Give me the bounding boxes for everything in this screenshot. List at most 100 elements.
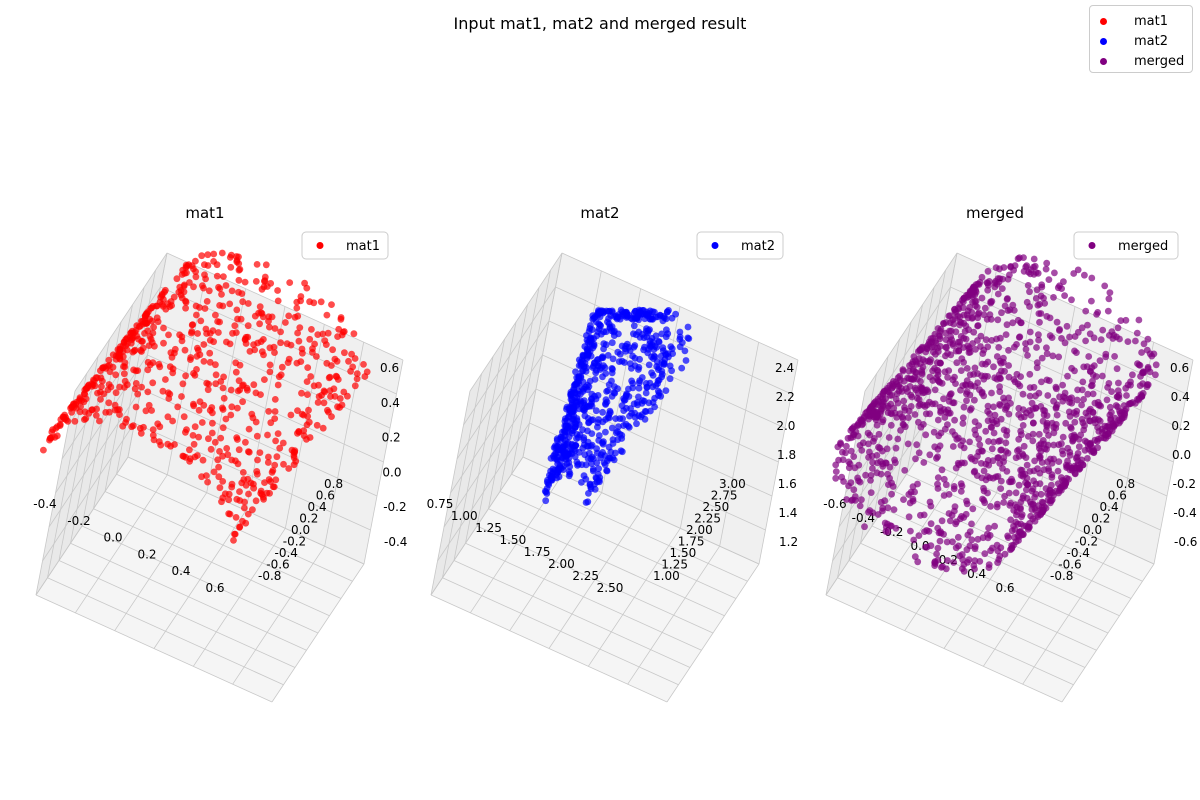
scatter-point: [891, 459, 899, 467]
grid-line: [871, 525, 1109, 634]
legend-label: mat1: [1134, 13, 1168, 29]
scatter-point: [585, 490, 592, 497]
scatter-point: [1041, 300, 1049, 307]
scatter-point: [293, 304, 301, 312]
scatter-point: [887, 421, 895, 429]
scatter-point: [213, 272, 221, 280]
scatter-point: [1026, 384, 1034, 391]
scatter-point: [832, 468, 840, 475]
scatter-point: [1094, 309, 1102, 316]
scatter-point: [1043, 344, 1050, 352]
scatter-point: [915, 418, 922, 426]
scatter-point: [1082, 337, 1089, 345]
scatter-point: [239, 469, 247, 476]
scatter-point: [232, 514, 240, 521]
scatter-point: [858, 496, 865, 504]
scatter-point: [1036, 318, 1043, 326]
scatter-point: [1054, 467, 1062, 475]
scatter-point: [931, 400, 939, 408]
scatter-point: [945, 312, 953, 320]
scatter-point: [333, 373, 341, 381]
scatter-point: [274, 287, 281, 294]
scatter-point: [978, 273, 986, 281]
scatter-point: [669, 350, 676, 357]
scatter-point: [244, 386, 251, 394]
scatter-point: [219, 452, 227, 460]
scatter-point: [300, 411, 307, 419]
scatter-point: [214, 456, 222, 464]
scatter-point: [994, 290, 1002, 298]
scatter-point: [129, 348, 137, 356]
scatter-point: [934, 366, 941, 374]
scatter-point: [993, 353, 1001, 360]
scatter-point: [849, 496, 856, 504]
scatter-point: [652, 382, 660, 389]
scatter-point: [616, 430, 624, 438]
scatter-point: [933, 550, 940, 558]
scatter-point: [360, 361, 367, 368]
scatter-point: [149, 431, 157, 439]
scatter-point: [642, 389, 650, 397]
scatter-point: [349, 363, 357, 371]
scatter-point: [981, 550, 989, 558]
scatter-point: [676, 343, 684, 351]
scatter-point: [150, 323, 158, 331]
scatter-point: [1035, 310, 1043, 317]
scatter-point: [905, 407, 913, 415]
scatter-point: [210, 250, 218, 258]
scatter-point: [890, 506, 898, 513]
scatter-point: [849, 433, 857, 441]
scatter-point: [993, 420, 1001, 428]
scatter-point: [879, 418, 886, 426]
scatter-point: [951, 416, 958, 424]
scatter-point: [666, 375, 674, 383]
scatter-point: [190, 440, 198, 448]
scatter-point: [1025, 523, 1033, 531]
scatter-point: [218, 249, 226, 257]
scatter-point: [1056, 327, 1063, 334]
scatter-point: [984, 267, 992, 275]
scatter-point: [1088, 381, 1096, 389]
scatter-point: [985, 561, 993, 568]
scatter-point: [1023, 474, 1031, 482]
scatter-point: [600, 308, 607, 316]
scatter-point: [1028, 399, 1036, 407]
legend-label: merged: [1134, 53, 1185, 69]
scatter-point: [192, 257, 199, 265]
grid-line: [104, 491, 342, 599]
scatter-point: [46, 434, 54, 442]
scatter-point: [590, 359, 598, 367]
scatter-point: [631, 354, 639, 362]
z-tick-label: -0.4: [384, 535, 407, 549]
scatter-point: [855, 477, 862, 485]
scatter-point: [94, 389, 101, 397]
scatter-point: [651, 342, 659, 350]
scatter-point: [209, 327, 217, 334]
z-tick-label: 1.4: [778, 506, 797, 520]
scatter-point: [319, 424, 327, 432]
scatter-point: [997, 415, 1005, 423]
scatter-point: [648, 334, 656, 342]
scatter-point: [832, 474, 840, 482]
scatter-point: [253, 261, 261, 268]
scatter-point: [1037, 490, 1045, 498]
scatter-point: [336, 395, 344, 402]
scatter-point: [953, 359, 961, 367]
scatter-point: [971, 557, 979, 565]
scatter-point: [121, 377, 129, 385]
scatter-point: [982, 360, 989, 368]
scatter-point: [235, 253, 242, 261]
scatter-point: [979, 350, 987, 357]
scatter-point: [145, 401, 153, 409]
scatter-point: [1064, 444, 1072, 452]
scatter-point: [1005, 362, 1012, 369]
scatter-point: [236, 488, 243, 495]
scatter-point: [593, 449, 601, 457]
scatter-point: [1017, 528, 1024, 535]
scatter-point: [547, 455, 555, 462]
grid-line: [363, 359, 404, 565]
scatter-point: [893, 414, 901, 421]
grid-line: [906, 270, 946, 475]
scatter-point: [1001, 302, 1009, 310]
scatter-point: [304, 391, 311, 398]
